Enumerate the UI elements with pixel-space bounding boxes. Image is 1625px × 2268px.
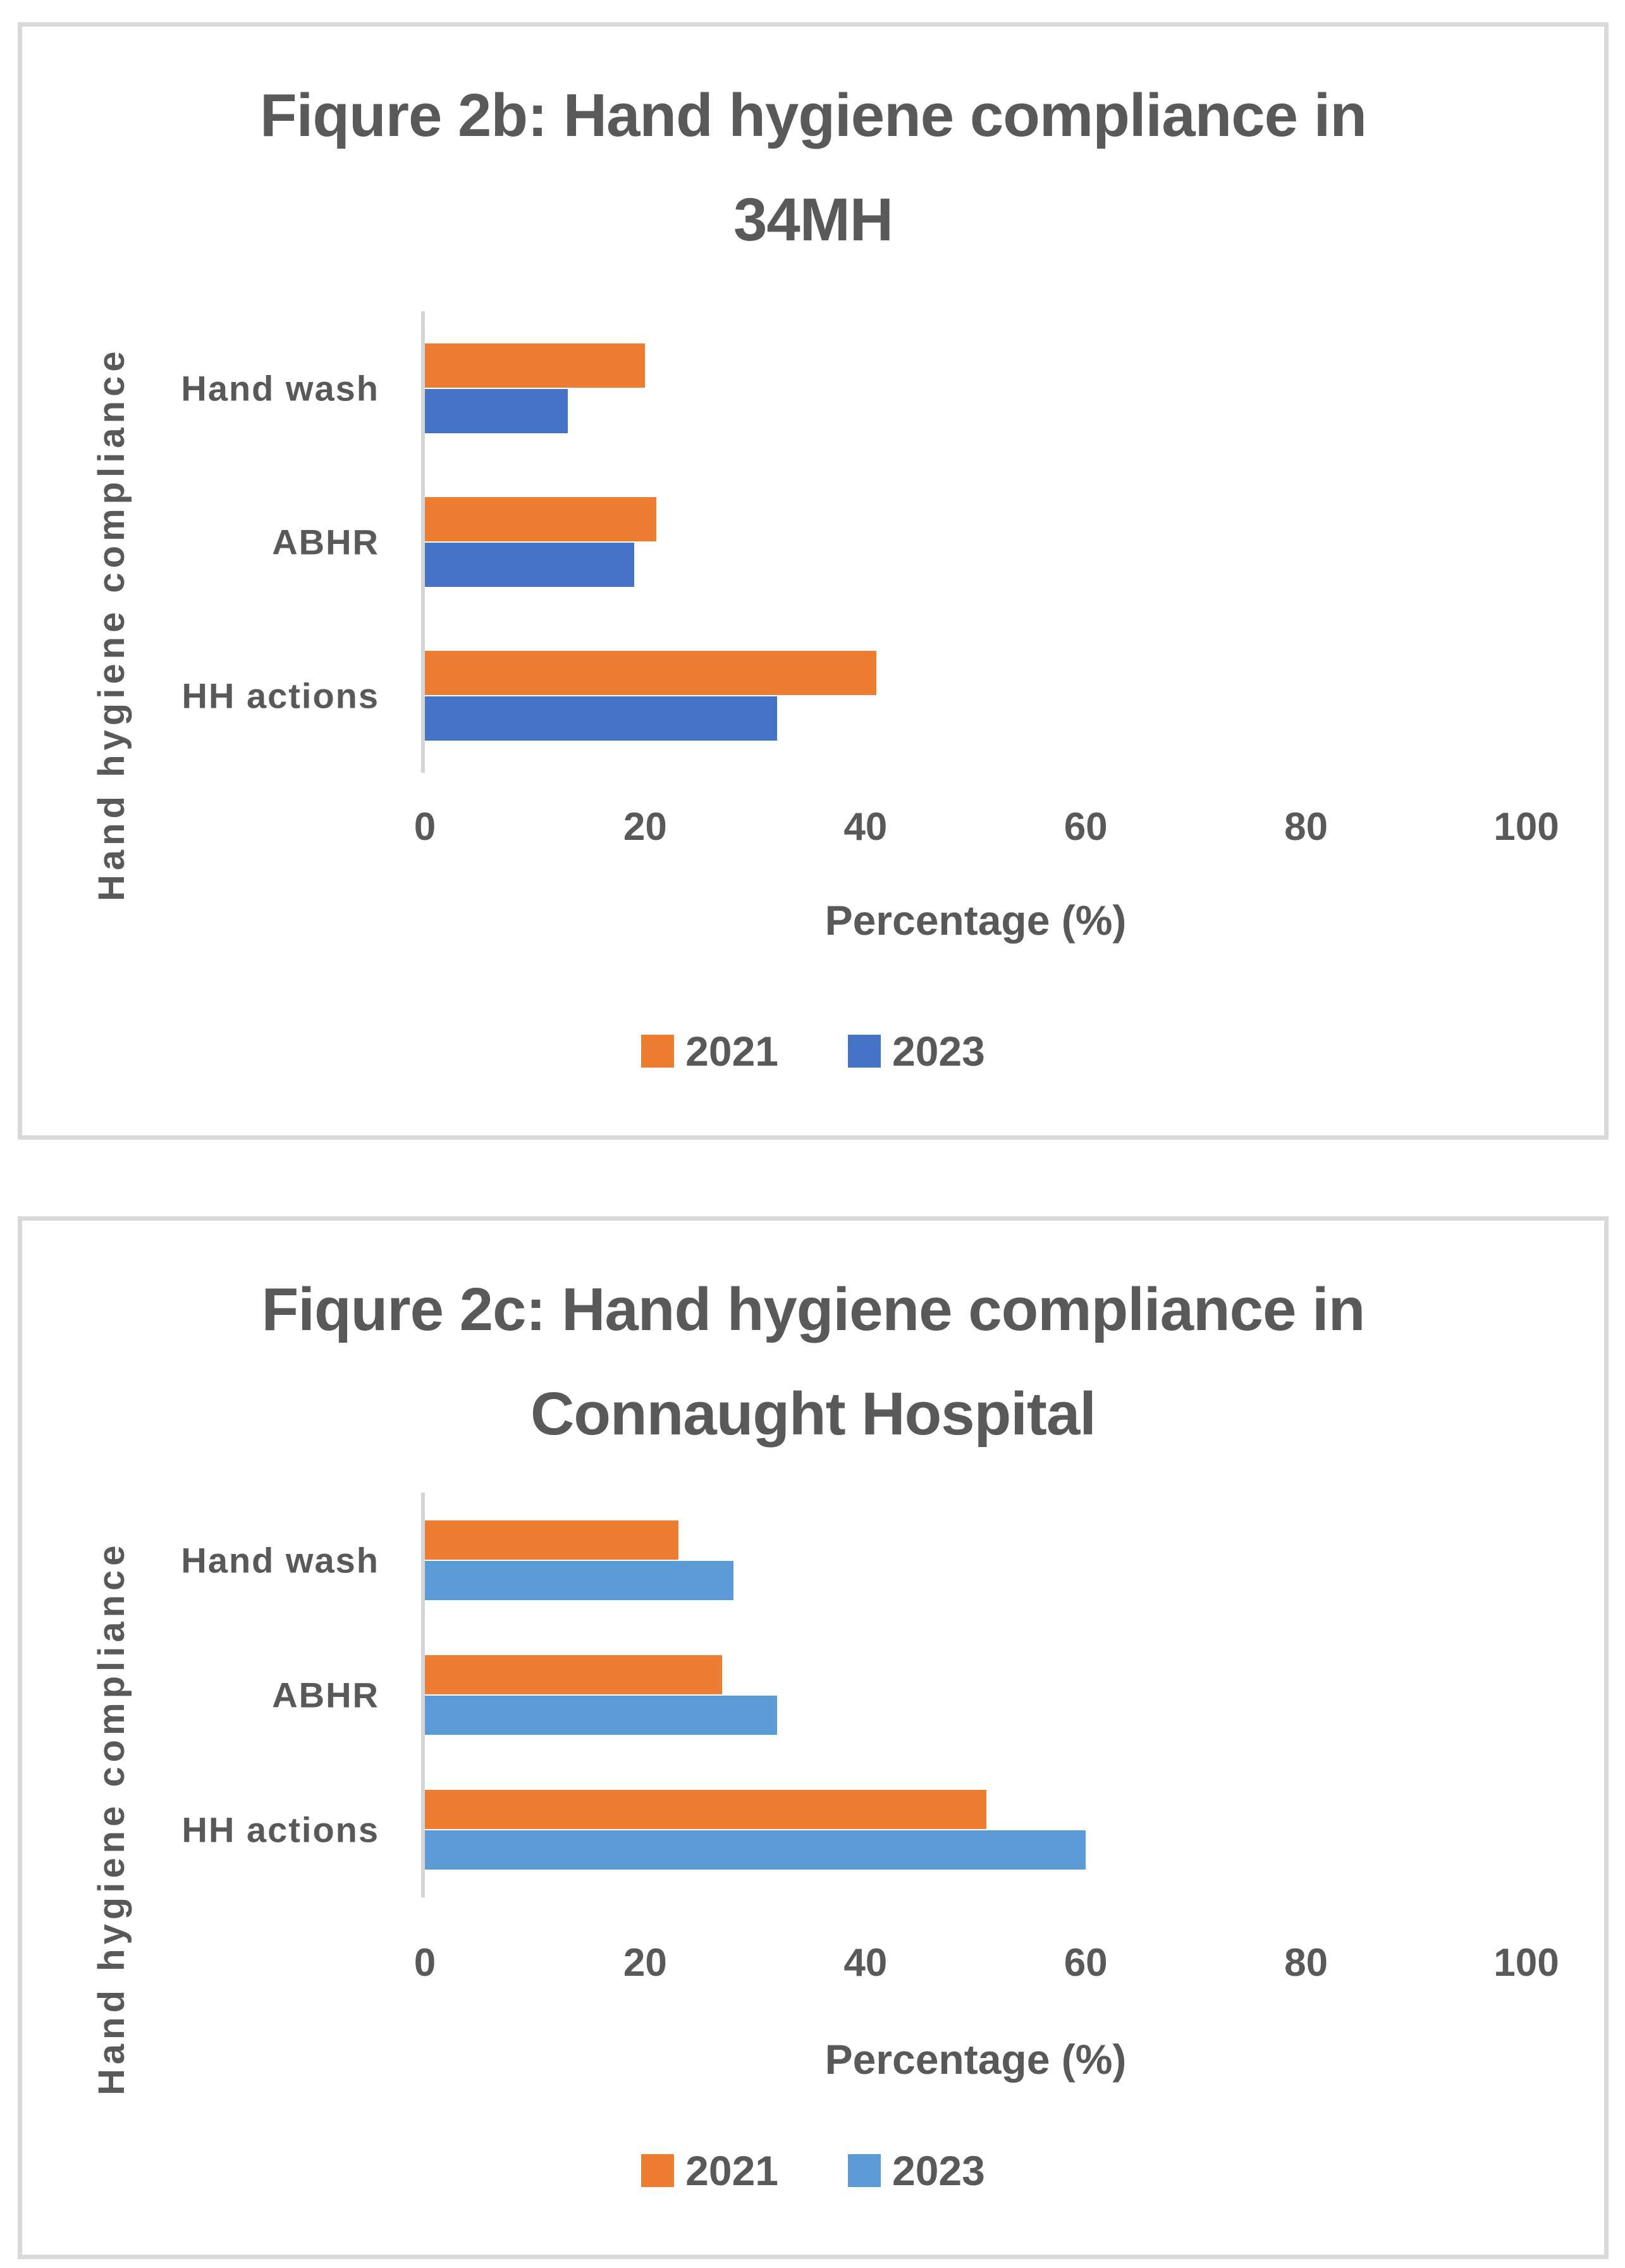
legend-label: 2021: [685, 2147, 778, 2194]
bar-group: [425, 496, 1526, 587]
bar-group: [425, 651, 1526, 741]
x-axis-title: Percentage (%): [825, 897, 1127, 944]
x-axis-title: Percentage (%): [825, 2036, 1127, 2083]
bar-2021-hand-wash: [425, 343, 646, 388]
x-axis-ticks: 0 20 40 60 80 100: [414, 1940, 1559, 1985]
legend-item-2021: 2021: [641, 1027, 778, 1075]
bar-2023-abhr: [425, 542, 634, 587]
bar-2021-hh-actions: [425, 651, 877, 696]
x-tick-label: 40: [843, 1941, 888, 1985]
category-row: ABHR: [272, 496, 1526, 587]
legend-swatch-icon: [641, 1035, 675, 1068]
legend-item-2023: 2023: [848, 2147, 985, 2195]
bar-2021-hand-wash: [425, 1520, 678, 1560]
plot-area: Hand wash ABHR HH actions 0 20 40 60 80 100 Per…: [181, 1493, 1559, 2083]
bar-group: [425, 1520, 1526, 1600]
chart-title: Fiqure 2b: Hand hygiene compliance in 34…: [22, 63, 1604, 272]
legend: 2021 2023: [22, 1027, 1604, 1075]
chart-title: Fiqure 2c: Hand hygiene compliance in Co…: [22, 1257, 1604, 1466]
category-label: HH actions: [181, 675, 379, 716]
legend-item-2021: 2021: [641, 2147, 778, 2195]
legend: 2021 2023: [22, 2147, 1604, 2195]
legend-swatch-icon: [641, 2154, 675, 2187]
bar-group: [425, 343, 1526, 433]
bar-group: [425, 1655, 1526, 1735]
bar-2023-hh-actions: [425, 696, 778, 741]
y-axis-line: [421, 311, 425, 773]
bar-group: [425, 1790, 1526, 1870]
x-axis-ticks: 0 20 40 60 80 100: [414, 804, 1559, 849]
x-tick-label: 80: [1284, 805, 1328, 849]
legend-label: 2023: [892, 1028, 985, 1075]
x-tick-label: 60: [1064, 805, 1108, 849]
category-row: Hand wash: [181, 343, 1526, 433]
legend-item-2023: 2023: [848, 1027, 985, 1075]
category-label: ABHR: [272, 522, 379, 562]
chart-title-line-2: Connaught Hospital: [530, 1380, 1096, 1448]
bar-2023-hh-actions: [425, 1830, 1086, 1870]
category-label: ABHR: [272, 1675, 379, 1715]
plot-rows: Hand wash ABHR HH actions: [181, 311, 1526, 773]
plot-rows: Hand wash ABHR HH actions: [181, 1493, 1526, 1897]
x-tick-label: 100: [1493, 805, 1559, 849]
x-tick-label: 20: [623, 805, 667, 849]
chart-title-line-1: Fiqure 2c: Hand hygiene compliance in: [261, 1276, 1366, 1343]
x-tick-label: 40: [843, 805, 888, 849]
bar-2021-hh-actions: [425, 1790, 987, 1830]
category-row: Hand wash: [181, 1520, 1526, 1600]
category-label: Hand wash: [181, 368, 379, 409]
legend-swatch-icon: [848, 1035, 881, 1068]
x-tick-label: 20: [623, 1941, 667, 1985]
bar-2023-abhr: [425, 1695, 778, 1735]
category-row: HH actions: [182, 1790, 1526, 1870]
legend-swatch-icon: [848, 2154, 881, 2187]
y-axis-title: Hand hygiene compliance: [91, 1541, 132, 2096]
chart-panel-2b: Fiqure 2b: Hand hygiene compliance in 34…: [18, 22, 1609, 1140]
bar-2021-abhr: [425, 496, 656, 541]
x-tick-label: 80: [1284, 1941, 1328, 1985]
bar-2023-hand-wash: [425, 388, 568, 433]
plot-area: Hand wash ABHR HH actions 0 20 40 60 80 100 Per…: [181, 311, 1559, 944]
x-tick-label: 60: [1064, 1941, 1108, 1985]
chart-title-line-1: Fiqure 2b: Hand hygiene compliance in: [260, 82, 1367, 149]
y-axis-title: Hand hygiene compliance: [91, 347, 132, 902]
chart-panel-2c: Fiqure 2c: Hand hygiene compliance in Co…: [18, 1216, 1609, 2259]
bar-2023-hand-wash: [425, 1560, 733, 1600]
legend-label: 2023: [892, 2147, 985, 2194]
legend-label: 2021: [685, 1028, 778, 1075]
bar-2021-abhr: [425, 1655, 723, 1694]
category-row: ABHR: [272, 1655, 1526, 1735]
x-tick-label: 0: [414, 1941, 436, 1985]
category-label: Hand wash: [181, 1540, 379, 1581]
x-tick-label: 0: [414, 805, 436, 849]
y-axis-line: [421, 1493, 425, 1897]
category-label: HH actions: [181, 1809, 379, 1850]
x-tick-label: 100: [1493, 1941, 1559, 1985]
category-row: HH actions: [182, 651, 1526, 741]
chart-title-line-2: 34MH: [733, 186, 893, 254]
